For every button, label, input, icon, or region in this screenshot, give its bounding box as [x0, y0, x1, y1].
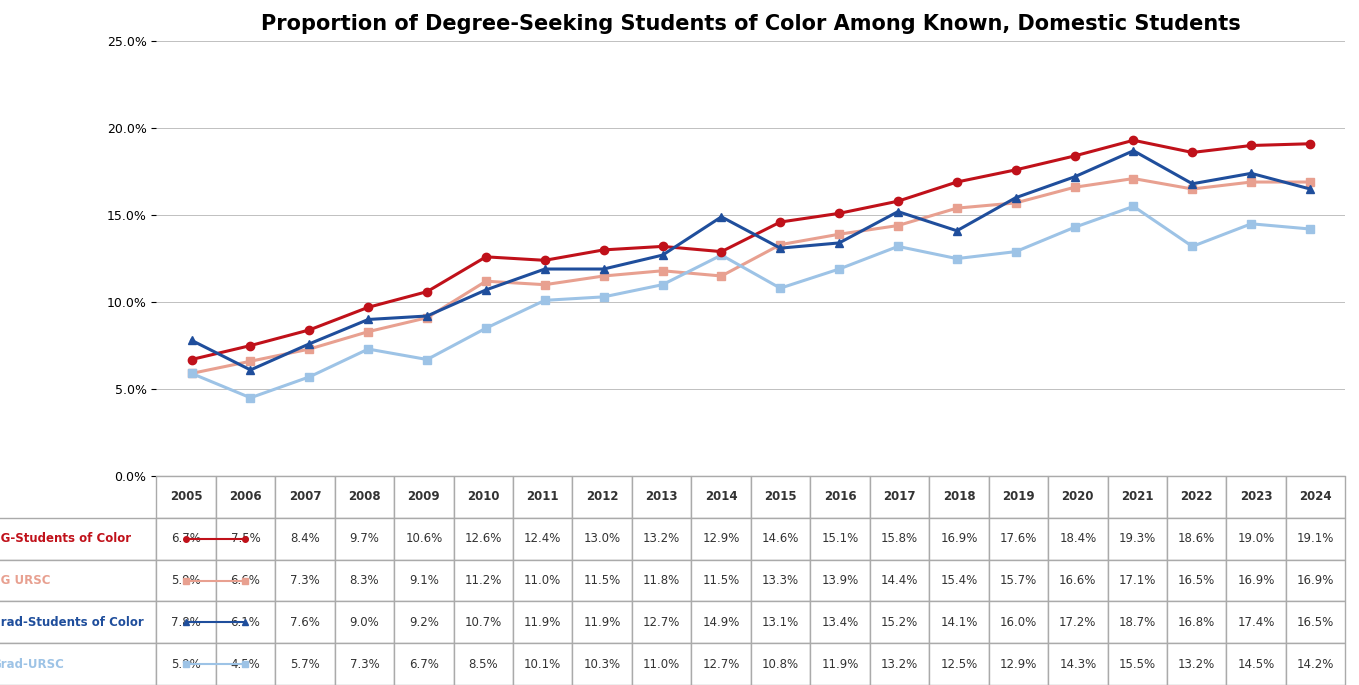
Title: Proportion of Degree-Seeking Students of Color Among Known, Domestic Students: Proportion of Degree-Seeking Students of… — [261, 14, 1241, 34]
